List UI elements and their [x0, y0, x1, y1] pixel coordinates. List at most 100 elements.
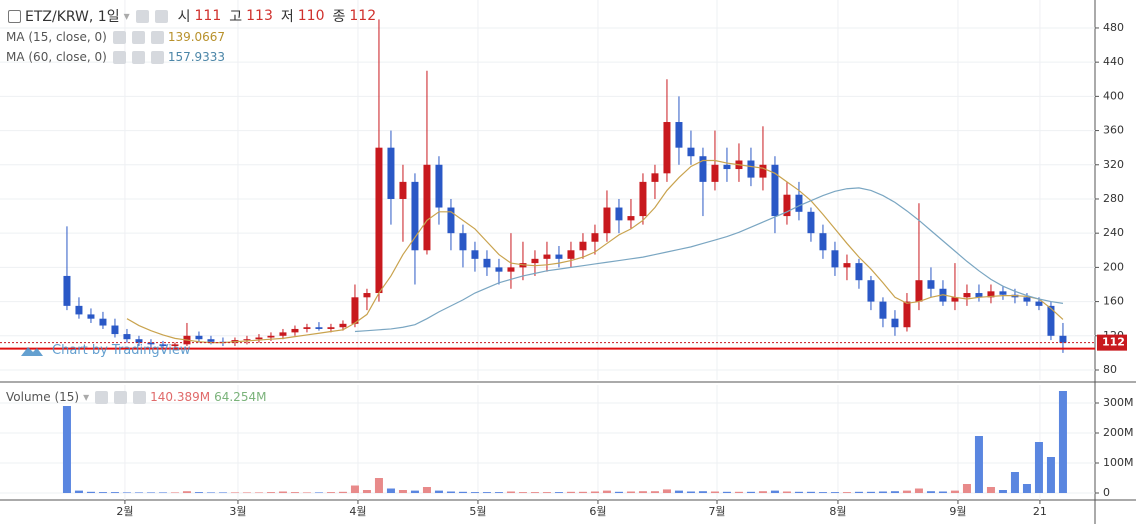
candle-body [807, 211, 815, 234]
dropdown[interactable]: ▾ [123, 9, 130, 23]
y-tick-label: 160 [1103, 295, 1124, 308]
icon[interactable] [131, 30, 145, 44]
volume-bar [314, 492, 323, 494]
ma-value: 157.9333 [167, 50, 226, 64]
volume-bar [842, 492, 851, 494]
candle-body [687, 147, 695, 157]
candle-body [843, 263, 851, 268]
ma60-legend: MA (60, close, 0) 157.9333 [6, 50, 225, 64]
x-tick-label: 4월 [349, 505, 366, 518]
candle-body [867, 280, 875, 302]
candle-body [111, 325, 119, 335]
candle-body [987, 291, 995, 298]
candle-body [447, 207, 455, 234]
candle-body [87, 314, 95, 319]
candle-body [543, 254, 551, 259]
icon[interactable] [135, 9, 149, 23]
candle-body [1047, 305, 1055, 336]
candle-body [159, 344, 167, 347]
last-price-label: 112 [1102, 336, 1125, 349]
watermark-text: Chart by TradingView [52, 342, 191, 358]
candle-body [747, 160, 755, 178]
y-tick-label: 440 [1103, 55, 1124, 68]
volume-bar [986, 487, 995, 494]
icon[interactable] [114, 390, 128, 404]
candle-body [627, 216, 635, 221]
volume-bar [362, 490, 371, 494]
volume-bar [530, 492, 539, 494]
candle-body [579, 241, 587, 251]
volume-bar [98, 492, 107, 494]
volume-bar [410, 490, 419, 494]
candle-body [723, 164, 731, 170]
last-price-box [1097, 334, 1127, 351]
volume-bar [962, 484, 971, 494]
icon[interactable] [112, 30, 126, 44]
candle-body [339, 323, 347, 328]
candle-body [591, 233, 599, 242]
volume-bar [662, 489, 671, 494]
y-tick-label: 480 [1103, 21, 1124, 34]
y-tick-label: 360 [1103, 124, 1124, 137]
collapse-icon[interactable] [8, 9, 21, 23]
volume-bar [782, 491, 791, 494]
volume-bar [74, 490, 83, 494]
volume-bar [302, 492, 311, 494]
logo [21, 347, 43, 356]
icon[interactable] [150, 50, 164, 64]
candle-body [567, 250, 575, 259]
low-label: 저 [280, 9, 294, 25]
candle-body [351, 297, 359, 324]
volume-bar [338, 491, 347, 494]
candle-body [291, 328, 299, 333]
volume-bar [554, 492, 563, 494]
volume-bar [170, 492, 179, 494]
volume-bar [398, 490, 407, 494]
x-tick-label: 7월 [708, 505, 725, 518]
icon[interactable] [150, 30, 164, 44]
candle-body [699, 156, 707, 182]
volume-bar [146, 492, 155, 494]
candle-body [75, 305, 83, 315]
candle-body [435, 164, 443, 208]
candle-body [999, 291, 1007, 295]
candle-body [171, 344, 179, 347]
x-tick-label: 9월 [949, 505, 966, 518]
volume-bar [686, 491, 695, 494]
dropdown[interactable]: ▾ [83, 390, 90, 404]
candle-body [915, 280, 923, 302]
icon[interactable] [95, 390, 109, 404]
volume-bar [182, 491, 191, 494]
candle-body [375, 147, 383, 294]
volume-bar [794, 491, 803, 494]
open-value: 111 [194, 8, 222, 24]
icon[interactable] [154, 9, 168, 23]
volume-bar [434, 490, 443, 494]
candle-body [315, 327, 323, 329]
icon[interactable] [133, 390, 147, 404]
y-tick-label: 240 [1103, 226, 1124, 239]
candle-body [771, 164, 779, 217]
volume-bar [242, 492, 251, 494]
volume-bar [722, 491, 731, 494]
volume-bar [866, 491, 875, 494]
candle-body [399, 181, 407, 199]
volume-bar [926, 491, 935, 494]
volume-bar [578, 491, 587, 494]
y-tick-label: 0 [1103, 486, 1110, 499]
icon[interactable] [112, 50, 126, 64]
volume-bar [458, 491, 467, 494]
moving-average-line [126, 159, 1064, 344]
volume-bar [446, 491, 455, 494]
candle-body [639, 181, 647, 217]
volume-bar [506, 491, 515, 494]
volume-bar [1034, 442, 1043, 494]
volume-bar [890, 491, 899, 494]
y-tick-label: 320 [1103, 158, 1124, 171]
icon[interactable] [131, 50, 145, 64]
candle-body [483, 258, 491, 268]
volume-bar [614, 491, 623, 494]
ma15-legend: MA (15, close, 0) 139.0667 [6, 30, 225, 44]
candle-body [99, 318, 107, 326]
